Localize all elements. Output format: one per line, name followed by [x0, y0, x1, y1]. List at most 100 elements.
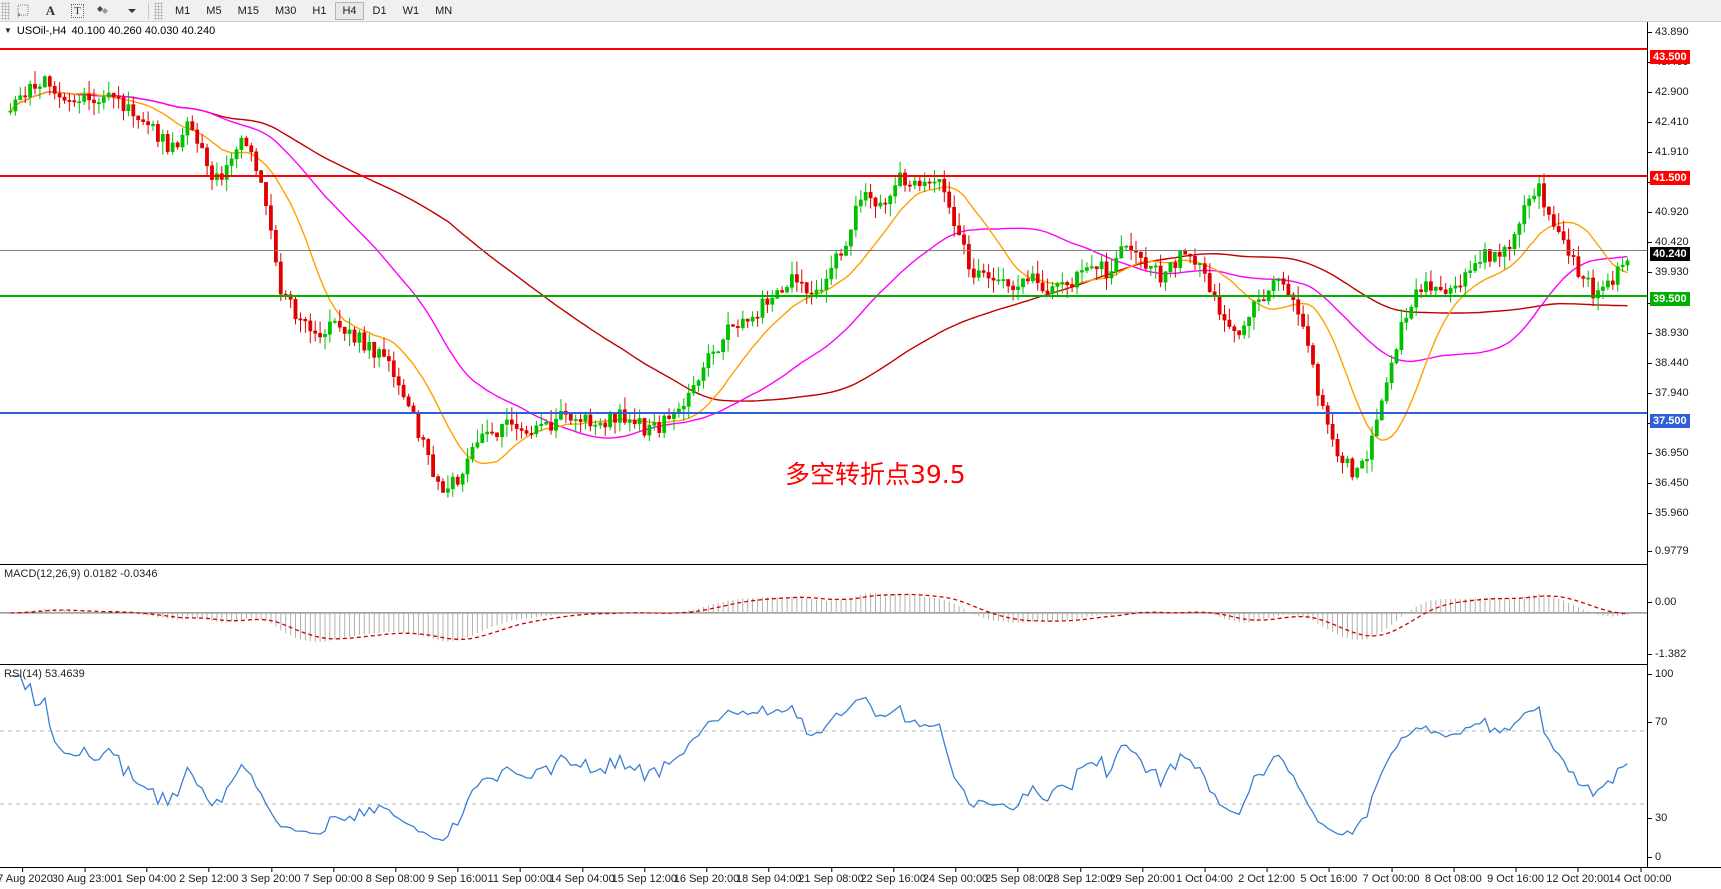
- price-label-resistance-41500[interactable]: 41.500: [1650, 170, 1690, 185]
- tick-label: 18 Sep 04:00: [736, 873, 802, 885]
- price-label-resistance-43500[interactable]: 43.500: [1650, 49, 1690, 64]
- chart-annotation-text[interactable]: 多空转折点39.5: [785, 460, 966, 489]
- tick-mark: [644, 868, 646, 872]
- tick-mark: [395, 868, 397, 872]
- timeframe-button-w1[interactable]: W1: [402, 4, 420, 17]
- tick-mark: [1648, 121, 1652, 123]
- time-axis-tick: 12 Oct 20:00: [1546, 868, 1609, 885]
- tick-mark: [1648, 152, 1652, 154]
- toolbar-separator: [148, 2, 149, 19]
- tick-label: 25 Sep 08:00: [984, 873, 1051, 885]
- crosshair-cursor-icon[interactable]: F: [10, 1, 37, 21]
- time-axis-tick: 22 Sep 16:00: [860, 868, 926, 885]
- collapse-chevron-icon[interactable]: ▼: [4, 26, 12, 35]
- tick-label: 0: [1655, 851, 1662, 863]
- price-axis[interactable]: 43.89043.40042.90042.41041.91041.41040.9…: [1647, 22, 1721, 867]
- support-line-37500[interactable]: [0, 412, 1647, 414]
- price-label-current-40240[interactable]: 40.240: [1650, 247, 1690, 262]
- time-axis-tick: 21 Sep 08:00: [798, 868, 864, 885]
- tick-mark: [955, 868, 957, 872]
- tick-mark: [1648, 332, 1652, 334]
- rsi-indicator-label: RSI(14) 53.4639: [4, 668, 85, 680]
- toolbar-drag-handle[interactable]: [1, 1, 10, 20]
- tick-label: 40.420: [1655, 236, 1689, 249]
- tick-label: 43.890: [1655, 26, 1689, 38]
- tick-label: 12 Oct 20:00: [1546, 873, 1610, 885]
- support-line-39500[interactable]: [0, 295, 1647, 297]
- tick-label: 36.450: [1655, 477, 1689, 490]
- tick-label: 42.410: [1655, 115, 1689, 128]
- tick-label: -1.382: [1655, 648, 1687, 660]
- timeframe-button-h1[interactable]: H1: [312, 4, 327, 17]
- text-label-tool-icon[interactable]: T: [64, 1, 91, 21]
- resistance-line-43500[interactable]: [0, 48, 1647, 50]
- tick-label: 8 Oct 08:00: [1424, 873, 1482, 885]
- tick-label: 38.930: [1655, 326, 1689, 339]
- timeframe-group-drag-handle[interactable]: [154, 1, 163, 20]
- tick-label: 5 Oct 16:00: [1300, 873, 1358, 885]
- time-axis-tick: 18 Sep 04:00: [736, 868, 801, 885]
- svg-text:F: F: [17, 13, 20, 18]
- tick-label: 36.950: [1655, 446, 1689, 459]
- tick-mark: [21, 868, 23, 872]
- chevron-down-icon[interactable]: [118, 1, 145, 21]
- time-axis-tick: 11 Sep 00:00: [487, 868, 553, 885]
- tick-label: 100: [1655, 668, 1674, 680]
- tick-mark: [830, 868, 832, 872]
- tick-label: 16 Sep 20:00: [673, 873, 740, 885]
- tick-label: 7 Sep 00:00: [303, 873, 363, 885]
- time-axis-tick: 14 Sep 04:00: [549, 868, 615, 885]
- macd-pane[interactable]: MACD(12,26,9) 0.0182 -0.0346: [0, 564, 1647, 664]
- tick-label: 1 Oct 04:00: [1175, 873, 1233, 885]
- tick-label: 14 Oct 00:00: [1608, 873, 1672, 885]
- tick-mark: [333, 868, 335, 872]
- symbol-info-bar: ▼ USOil-,H4 40.100 40.260 40.030 40.240: [0, 23, 215, 38]
- tick-label: 39.930: [1655, 266, 1689, 279]
- current-price-line: [0, 250, 1647, 251]
- timeframe-button-m5[interactable]: M5: [206, 4, 222, 17]
- tick-label: 40.920: [1655, 206, 1689, 219]
- time-axis-tick: 7 Sep 00:00: [303, 868, 363, 885]
- text-tool-icon[interactable]: A: [45, 2, 56, 18]
- tick-mark: [1391, 868, 1393, 872]
- tick-label: 22 Sep 16:00: [860, 873, 926, 885]
- time-axis-tick: 30 Aug 23:00: [52, 868, 117, 885]
- tick-mark: [1648, 392, 1652, 394]
- timeframe-button-m30[interactable]: M30: [274, 4, 297, 17]
- timeframe-button-m1[interactable]: M1: [175, 4, 191, 17]
- tick-mark: [1142, 868, 1144, 872]
- tick-label: 2 Sep 12:00: [179, 873, 239, 885]
- tick-mark: [1648, 272, 1652, 274]
- tick-mark: [1640, 868, 1641, 872]
- resistance-line-41500[interactable]: [0, 175, 1647, 177]
- macd-indicator-label: MACD(12,26,9) 0.0182 -0.0346: [4, 568, 158, 580]
- timeframe-button-h4[interactable]: H4: [335, 1, 364, 20]
- time-axis-tick: 27 Aug 2020: [0, 868, 53, 885]
- tick-mark: [1648, 602, 1652, 603]
- rsi-chart-canvas: [0, 675, 1647, 842]
- price-pane[interactable]: 多空转折点39.5: [0, 22, 1647, 514]
- rsi-pane[interactable]: RSI(14) 53.4639: [0, 664, 1647, 866]
- timeframe-button-m15[interactable]: M15: [237, 4, 259, 17]
- tick-mark: [1648, 654, 1652, 655]
- price-label-support-37500[interactable]: 37.500: [1650, 413, 1690, 428]
- timeframe-button-mn[interactable]: MN: [435, 4, 453, 17]
- tick-label: 14 Sep 04:00: [549, 873, 615, 885]
- time-axis-tick: 15 Sep 12:00: [612, 868, 677, 885]
- time-axis-tick: 7 Oct 00:00: [1363, 868, 1420, 885]
- tick-label: 28 Sep 12:00: [1047, 873, 1113, 885]
- time-axis-tick: 1 Oct 04:00: [1176, 868, 1233, 885]
- time-axis-tick: 9 Oct 16:00: [1487, 868, 1544, 885]
- time-axis-tick: 25 Sep 08:00: [985, 868, 1050, 885]
- tick-label: 11 Sep 00:00: [487, 873, 553, 885]
- tick-mark: [1648, 551, 1652, 552]
- price-label-support-39500[interactable]: 39.500: [1650, 292, 1690, 307]
- tick-mark: [1648, 857, 1652, 858]
- tick-label: 38.440: [1655, 356, 1689, 369]
- drawing-tools-icon[interactable]: [91, 1, 118, 21]
- tick-label: 2 Oct 12:00: [1238, 873, 1296, 885]
- timeframe-button-group: M1 M5 M15 M30 H1 H4 D1 W1 MN: [167, 1, 460, 20]
- timeframe-button-d1[interactable]: D1: [372, 4, 387, 17]
